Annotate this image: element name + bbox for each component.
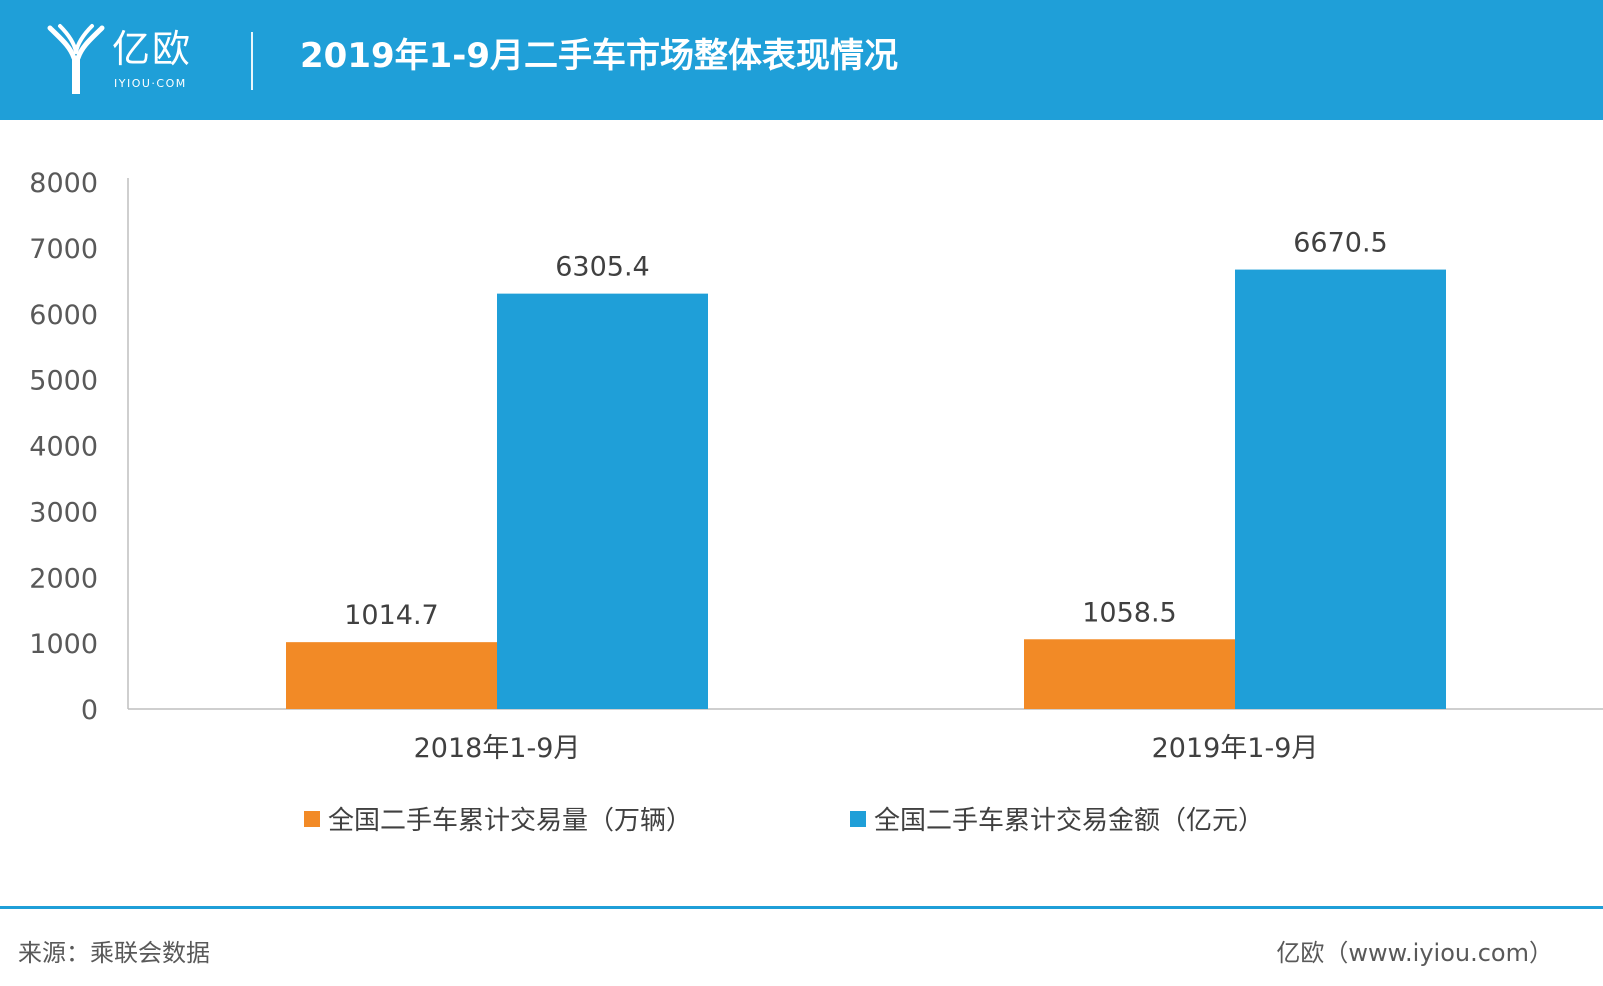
bar-amount-1 <box>1235 269 1446 709</box>
logo-y-icon <box>47 24 105 94</box>
y-tick-label: 7000 <box>29 234 98 265</box>
bar-volume-1 <box>1024 639 1235 709</box>
source-note: 来源：乘联会数据 <box>18 939 210 967</box>
site-credit: 亿欧（www.iyiou.com） <box>1276 939 1553 967</box>
logo-subtext: IYIOU·COM <box>114 77 187 90</box>
y-tick-label: 1000 <box>29 629 98 660</box>
bar-chart: 0 1000 2000 3000 4000 5000 6000 7000 8000 1014.7 1… <box>29 168 1603 764</box>
data-label: 6305.4 <box>555 252 649 283</box>
y-tick-label: 4000 <box>29 432 98 463</box>
legend-swatch-orange <box>304 810 320 827</box>
data-label: 1058.5 <box>1082 597 1176 628</box>
legend-item-amount: 全国二手车累计交易金额（亿元） <box>850 800 1264 837</box>
y-tick-label: 5000 <box>29 366 98 397</box>
y-tick-label: 6000 <box>29 300 98 331</box>
logo-text: 亿欧 <box>112 27 193 71</box>
data-label: 1014.7 <box>344 600 438 631</box>
data-label: 6670.5 <box>1293 228 1387 259</box>
legend-label-amount: 全国二手车累计交易金额（亿元） <box>874 806 1265 836</box>
legend-label-volume: 全国二手车累计交易量（万辆） <box>328 806 693 836</box>
bar-amount-0 <box>497 293 708 709</box>
y-tick-label: 0 <box>81 695 98 726</box>
bar-volume-0 <box>286 642 497 709</box>
y-tick-label: 3000 <box>29 497 98 528</box>
x-category-label: 2019年1-9月 <box>1152 733 1319 764</box>
legend-swatch-blue <box>850 810 866 827</box>
header-bar: 亿欧 IYIOU·COM 2019年1-9月二手车市场整体表现情况 <box>0 0 1603 120</box>
brand-logo: 亿欧 IYIOU·COM <box>46 22 226 98</box>
chart-legend: 全国二手车累计交易量（万辆） 全国二手车累计交易金额（亿元） <box>0 800 1603 840</box>
page-title: 2019年1-9月二手车市场整体表现情况 <box>300 36 899 76</box>
x-category-label: 2018年1-9月 <box>414 733 581 764</box>
footer-divider <box>0 906 1603 909</box>
legend-item-volume: 全国二手车累计交易量（万辆） <box>304 800 692 837</box>
header-divider <box>251 32 253 90</box>
y-tick-label: 2000 <box>29 563 98 594</box>
y-tick-label: 8000 <box>29 168 98 199</box>
